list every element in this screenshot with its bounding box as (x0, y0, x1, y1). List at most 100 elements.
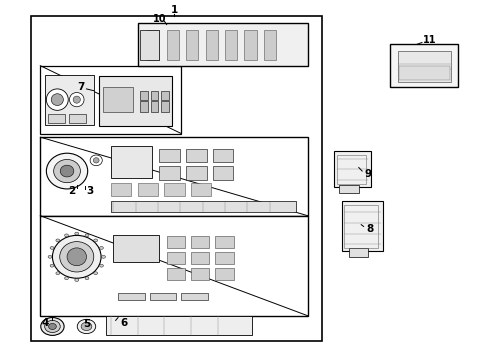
Text: 2: 2 (68, 186, 75, 196)
Ellipse shape (100, 264, 103, 267)
Ellipse shape (64, 234, 68, 237)
Bar (212, 149, 233, 162)
Bar (149, 293, 176, 300)
Bar (159, 149, 180, 162)
Bar (150, 91, 158, 100)
Bar (191, 183, 211, 196)
Bar (166, 236, 185, 248)
Ellipse shape (46, 153, 87, 189)
Ellipse shape (94, 239, 98, 242)
Ellipse shape (100, 247, 103, 249)
Ellipse shape (54, 159, 80, 183)
Bar (113, 235, 159, 262)
Bar (336, 155, 366, 184)
Ellipse shape (93, 158, 99, 163)
Bar (186, 166, 206, 180)
Ellipse shape (69, 93, 84, 107)
Text: 11: 11 (422, 35, 435, 45)
Ellipse shape (44, 320, 60, 333)
Text: 7: 7 (77, 82, 84, 92)
Ellipse shape (85, 234, 89, 237)
Ellipse shape (56, 239, 60, 242)
Ellipse shape (81, 322, 92, 330)
Text: 1: 1 (170, 5, 177, 15)
Bar (215, 268, 233, 280)
Ellipse shape (77, 319, 96, 334)
Bar (166, 268, 185, 280)
Ellipse shape (90, 155, 102, 166)
Ellipse shape (60, 242, 94, 272)
Ellipse shape (75, 279, 79, 282)
Ellipse shape (64, 277, 68, 280)
Bar (341, 202, 382, 251)
Text: 4: 4 (41, 318, 49, 328)
Ellipse shape (51, 94, 63, 105)
Bar (389, 44, 458, 87)
Bar (30, 16, 322, 341)
Bar (140, 102, 147, 112)
Bar (69, 114, 86, 123)
Bar (45, 75, 94, 125)
Ellipse shape (56, 272, 60, 275)
Bar (191, 252, 209, 264)
Ellipse shape (50, 247, 54, 249)
Bar (159, 166, 180, 180)
Text: 10: 10 (152, 14, 166, 23)
Ellipse shape (85, 277, 89, 280)
Bar (181, 293, 207, 300)
Bar (186, 149, 206, 162)
Bar (224, 30, 237, 60)
Bar (334, 152, 370, 187)
Bar (244, 30, 256, 60)
Ellipse shape (46, 89, 68, 111)
Bar (40, 137, 307, 216)
Bar (264, 30, 276, 60)
Bar (140, 30, 159, 60)
Bar (150, 102, 158, 112)
Text: 8: 8 (366, 224, 373, 234)
Bar (99, 76, 171, 126)
Ellipse shape (94, 272, 98, 275)
Text: 9: 9 (364, 168, 371, 179)
Bar (215, 252, 233, 264)
Bar (344, 205, 377, 248)
Polygon shape (40, 66, 181, 134)
Ellipse shape (60, 165, 74, 177)
Ellipse shape (52, 235, 101, 278)
Text: 3: 3 (86, 186, 94, 197)
Bar (147, 30, 159, 60)
Ellipse shape (48, 323, 56, 329)
Bar (339, 185, 358, 193)
Bar (205, 30, 217, 60)
Bar (348, 248, 368, 257)
Bar (47, 114, 64, 123)
Bar (166, 30, 179, 60)
Ellipse shape (50, 264, 54, 267)
Ellipse shape (75, 232, 79, 235)
Bar (161, 91, 169, 100)
Ellipse shape (41, 318, 64, 336)
Bar (191, 236, 209, 248)
Bar (111, 183, 131, 196)
Bar (166, 252, 185, 264)
Bar (118, 293, 144, 300)
Bar (137, 183, 158, 196)
Bar (215, 236, 233, 248)
Bar (106, 316, 251, 336)
Ellipse shape (102, 255, 105, 258)
Bar (40, 216, 307, 316)
Bar (191, 268, 209, 280)
Bar (140, 91, 147, 100)
Text: 6: 6 (121, 318, 128, 328)
Bar (397, 51, 450, 82)
Bar (111, 202, 295, 212)
Bar (212, 166, 233, 180)
Bar (161, 102, 169, 112)
Ellipse shape (73, 96, 80, 103)
Text: 5: 5 (82, 319, 90, 329)
Bar (186, 30, 198, 60)
Bar (103, 87, 132, 112)
Ellipse shape (48, 255, 52, 258)
Ellipse shape (67, 248, 86, 266)
Bar (111, 146, 152, 178)
